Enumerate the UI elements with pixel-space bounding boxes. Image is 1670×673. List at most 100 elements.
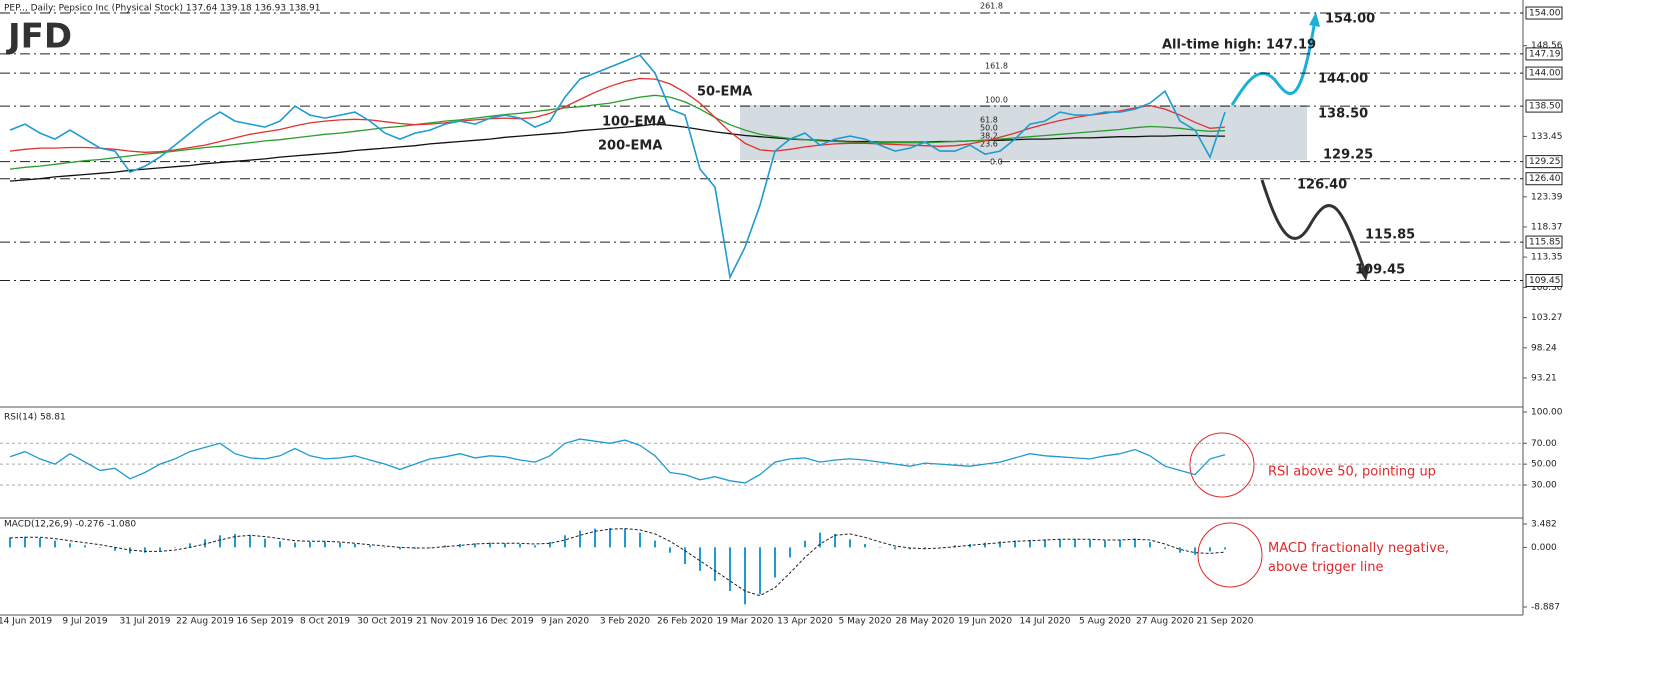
macd-bar xyxy=(84,545,86,548)
macd-bar xyxy=(459,544,461,548)
macd-bar xyxy=(1029,539,1031,548)
level-tag xyxy=(1525,66,1563,80)
x-tick-label: 9 Jan 2020 xyxy=(541,617,589,627)
y-tick-label: 154.00 xyxy=(1529,9,1561,19)
signal-line xyxy=(9,528,1226,597)
ema-label: 200-EMA xyxy=(598,139,662,154)
x-tick-label: 14 Jul 2020 xyxy=(1020,617,1071,627)
y-tick-label: 126.40 xyxy=(1529,174,1561,184)
y-tick-label: 103.27 xyxy=(1531,313,1563,323)
macd-bar xyxy=(774,547,776,578)
macd-bar xyxy=(999,541,1001,548)
macd-bar xyxy=(759,547,761,595)
annotation: 144.00 xyxy=(1318,72,1368,87)
level-tag xyxy=(1525,172,1563,186)
macd-bar xyxy=(294,542,296,548)
x-tick-label: 21 Sep 2020 xyxy=(1196,617,1253,627)
macd-bar xyxy=(69,543,71,548)
y-tick-label: 30.00 xyxy=(1531,481,1557,491)
y-tick-label: 118.37 xyxy=(1531,222,1563,232)
ema-line xyxy=(9,123,1225,182)
macd-bar xyxy=(234,533,236,548)
ema-line xyxy=(9,94,1226,170)
chart-title: PEP.., Daily: Pepsico Inc (Physical Stoc… xyxy=(4,4,320,14)
macd-bar xyxy=(789,547,791,558)
annotation: 154.00 xyxy=(1325,12,1375,27)
macd-bar xyxy=(654,540,656,548)
macd-bar xyxy=(879,547,881,548)
macd-bar xyxy=(669,547,671,553)
x-tick-label: 5 Aug 2020 xyxy=(1079,617,1131,627)
level-tag xyxy=(1525,235,1563,249)
macd-bar xyxy=(219,535,221,548)
macd-bar xyxy=(189,543,191,548)
level-tag xyxy=(1525,47,1563,61)
fib-label: 38.2 xyxy=(980,132,998,141)
annotation: 115.85 xyxy=(1365,228,1415,243)
fib-label: 61.8 xyxy=(980,116,998,125)
ema-label: 100-EMA xyxy=(602,115,666,130)
x-tick-label: 16 Dec 2019 xyxy=(476,617,534,627)
fib-label: 261.8 xyxy=(980,2,1003,11)
annotation: 126.40 xyxy=(1297,178,1347,193)
x-tick-label: 16 Sep 2019 xyxy=(236,617,293,627)
x-tick-label: 3 Feb 2020 xyxy=(600,617,651,627)
macd-bar xyxy=(324,541,326,548)
arrowhead xyxy=(1358,265,1370,281)
macd-bar xyxy=(549,541,551,548)
x-tick-label: 26 Feb 2020 xyxy=(657,617,713,627)
y-tick-label: 93.21 xyxy=(1531,374,1557,384)
x-tick-label: 30 Oct 2019 xyxy=(357,617,413,627)
macd-bar xyxy=(399,547,401,550)
macd-bar xyxy=(609,527,611,548)
y-tick-label: 0.000 xyxy=(1531,543,1557,553)
annotation: All-time high: 147.19 xyxy=(1162,38,1316,53)
x-tick-label: 19 Mar 2020 xyxy=(716,617,773,627)
macd-bar xyxy=(1179,547,1181,553)
macd-bar xyxy=(1044,539,1046,548)
y-tick-label: 3.482 xyxy=(1531,519,1557,529)
y-tick-label: 70.00 xyxy=(1531,439,1557,449)
macd-bar xyxy=(819,532,821,548)
x-tick-label: 22 Aug 2019 xyxy=(176,617,234,627)
y-tick-label: 144.00 xyxy=(1529,69,1561,79)
y-tick-label: 100.00 xyxy=(1531,407,1563,417)
x-tick-label: 8 Oct 2019 xyxy=(300,617,350,627)
macd-bar xyxy=(639,532,641,548)
y-tick-label: 115.85 xyxy=(1529,238,1561,248)
macd-bar xyxy=(534,545,536,548)
x-tick-label: 13 Apr 2020 xyxy=(777,617,833,627)
fib-label: 161.8 xyxy=(985,62,1008,71)
macd-bar xyxy=(804,540,806,548)
y-tick-label: 148.56 xyxy=(1531,41,1563,51)
macd-bar xyxy=(204,539,206,548)
note-line: MACD fractionally negative, xyxy=(1268,541,1449,556)
macd-bar xyxy=(594,528,596,548)
level-tag xyxy=(1525,99,1563,113)
macd-bar xyxy=(699,547,701,571)
macd-bar xyxy=(1014,540,1016,548)
level-tag xyxy=(1525,273,1563,287)
x-tick-label: 28 May 2020 xyxy=(896,617,955,627)
annotation: 138.50 xyxy=(1318,107,1368,122)
macd-bar xyxy=(114,547,116,551)
y-tick-label: 129.25 xyxy=(1529,157,1561,167)
x-tick-label: 31 Jul 2019 xyxy=(120,617,171,627)
scenario-arrow xyxy=(1230,19,1317,106)
macd-bar xyxy=(309,541,311,548)
macd-bar xyxy=(54,540,56,548)
macd-bar xyxy=(1224,547,1226,550)
macd-bar xyxy=(1104,540,1106,548)
x-tick-label: 19 Jun 2020 xyxy=(958,617,1012,627)
macd-bar xyxy=(24,536,26,548)
x-tick-label: 27 Aug 2020 xyxy=(1136,617,1194,627)
panel-title: RSI(14) 58.81 xyxy=(4,413,66,423)
macd-bar xyxy=(1074,539,1076,548)
macd-bar xyxy=(39,537,41,548)
macd-bar xyxy=(1119,539,1121,548)
macd-bar xyxy=(864,544,866,548)
macd-bar xyxy=(984,542,986,548)
macd-bar xyxy=(474,543,476,548)
